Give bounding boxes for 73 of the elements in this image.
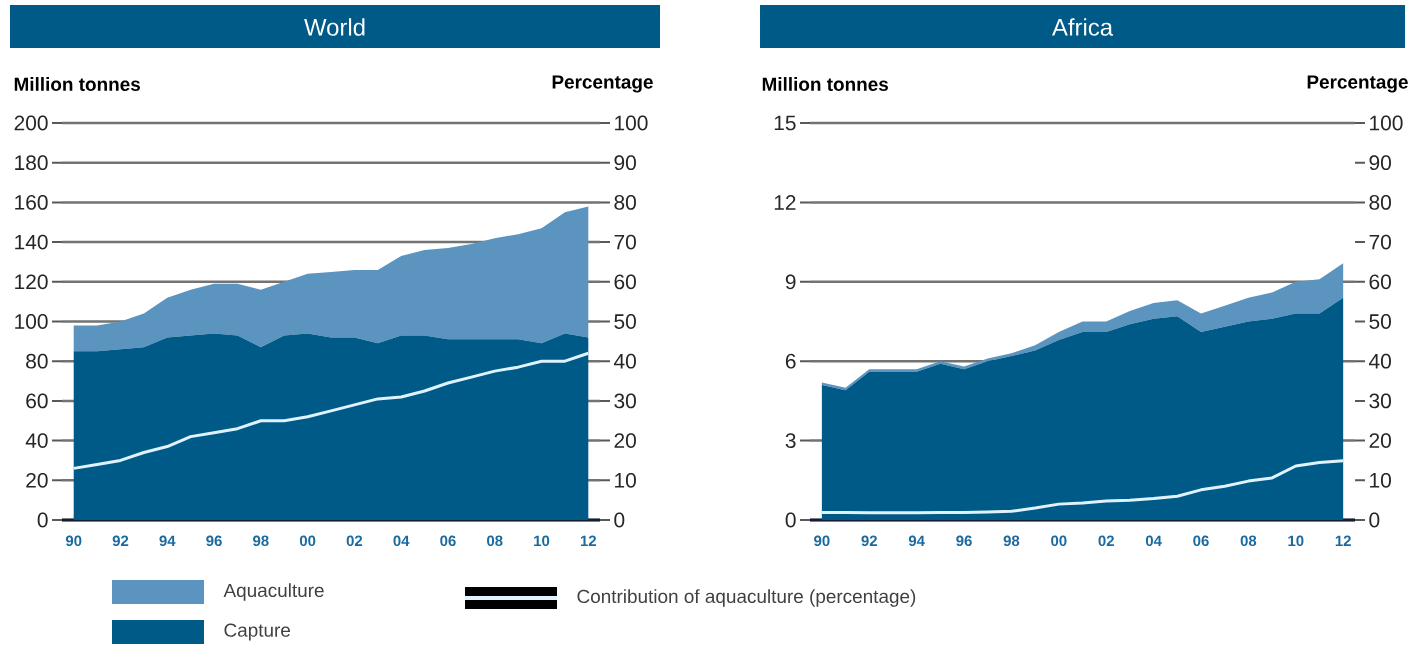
y-tick-label: 40 xyxy=(25,433,48,449)
x-tick-label: 12 xyxy=(1335,535,1351,546)
y-tick-label: 180 xyxy=(15,155,48,171)
y2-tick-label: 0 xyxy=(1369,512,1380,528)
legend-label: Capture xyxy=(224,623,291,641)
chart-title: World xyxy=(304,18,365,36)
x-tick-label: 98 xyxy=(1003,535,1020,547)
y-tick-label: 20 xyxy=(26,472,48,488)
x-tick-label: 02 xyxy=(346,535,363,547)
y2-tick-label: 10 xyxy=(1370,472,1391,488)
y-tick-label: 160 xyxy=(15,195,48,210)
y2-tick-label: 100 xyxy=(615,115,648,131)
y-axis-title: Million tonnes xyxy=(762,77,888,91)
x-tick-label: 94 xyxy=(908,535,925,547)
x-tick-label: 90 xyxy=(65,535,82,547)
y2-tick-label: 80 xyxy=(1369,195,1391,210)
y-tick-label: 140 xyxy=(15,234,48,250)
y-tick-label: 200 xyxy=(14,115,48,131)
x-tick-label: 96 xyxy=(956,535,972,547)
x-tick-label: 06 xyxy=(1193,535,1209,547)
x-tick-label: 08 xyxy=(487,535,503,547)
chart-title: Africa xyxy=(1052,18,1114,36)
x-tick-label: 04 xyxy=(1145,535,1162,547)
y2-tick-label: 60 xyxy=(614,274,636,290)
y2-axis-title: Percentage xyxy=(1307,75,1408,93)
y-tick-label: 12 xyxy=(774,195,796,210)
x-tick-label: 92 xyxy=(112,535,129,547)
x-tick-label: 90 xyxy=(814,535,830,547)
y-tick-label: 15 xyxy=(774,115,796,131)
x-tick-label: 98 xyxy=(253,535,269,547)
y2-tick-label: 20 xyxy=(1369,433,1391,449)
y-tick-label: 9 xyxy=(785,274,796,290)
y2-tick-label: 60 xyxy=(1369,274,1391,290)
y-tick-label: 60 xyxy=(26,393,48,409)
y2-tick-label: 80 xyxy=(614,195,636,210)
x-tick-label: 02 xyxy=(1098,535,1114,547)
y2-tick-label: 0 xyxy=(614,512,625,528)
y-axis-title: Million tonnes xyxy=(14,77,140,91)
y2-axis-title: Percentage xyxy=(552,75,653,93)
x-tick-label: 10 xyxy=(1288,535,1304,547)
y-tick-label: 120 xyxy=(15,274,48,290)
y2-tick-label: 30 xyxy=(1369,393,1391,409)
y2-tick-label: 70 xyxy=(1369,234,1391,250)
y2-tick-label: 30 xyxy=(614,393,636,409)
y2-tick-label: 90 xyxy=(1369,155,1391,171)
line-series xyxy=(72,351,590,470)
legend-label: Aquaculture xyxy=(223,583,324,601)
y2-tick-label: 100 xyxy=(1370,115,1403,131)
y2-tick-label: 40 xyxy=(1369,353,1391,369)
y2-tick-label: 40 xyxy=(613,353,636,369)
y-tick-label: 0 xyxy=(785,512,796,528)
y2-tick-label: 90 xyxy=(614,155,636,171)
y2-tick-label: 50 xyxy=(614,314,636,329)
x-tick-label: 92 xyxy=(861,535,877,547)
x-tick-label: 00 xyxy=(1051,535,1067,547)
y2-tick-label: 50 xyxy=(1369,314,1391,329)
y2-tick-label: 70 xyxy=(614,234,636,250)
x-tick-label: 06 xyxy=(440,535,456,547)
x-tick-label: 00 xyxy=(299,535,316,547)
x-tick-label: 10 xyxy=(534,535,550,547)
x-tick-label: 04 xyxy=(393,535,410,547)
y-tick-label: 100 xyxy=(15,314,48,329)
y2-tick-label: 20 xyxy=(614,433,636,449)
x-tick-label: 96 xyxy=(206,535,222,547)
y-tick-label: 6 xyxy=(785,353,796,369)
y-tick-label: 80 xyxy=(26,353,48,369)
y2-tick-label: 10 xyxy=(615,472,636,488)
y-tick-label: 0 xyxy=(37,512,48,528)
y-tick-label: 3 xyxy=(785,433,796,449)
x-tick-label: 94 xyxy=(159,535,176,547)
x-tick-label: 08 xyxy=(1240,535,1257,547)
legend-label: Contribution of aquaculture (percentage) xyxy=(577,589,916,607)
x-tick-label: 12 xyxy=(580,535,597,546)
